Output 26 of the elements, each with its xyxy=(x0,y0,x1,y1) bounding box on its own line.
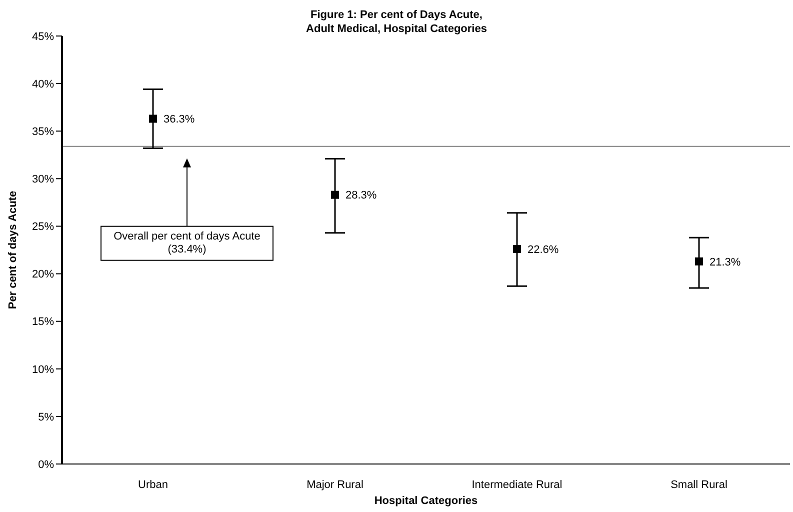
data-label: 36.3% xyxy=(164,114,195,126)
y-tick-label: 30% xyxy=(32,174,54,186)
y-tick-label: 15% xyxy=(32,316,54,328)
y-tick-label: 5% xyxy=(38,411,54,424)
x-tick-label: Small Rural xyxy=(670,478,728,491)
annotation: Overall per cent of days Acute (33.4%) xyxy=(114,230,260,256)
point xyxy=(149,114,157,123)
y-tick-label: 40% xyxy=(32,78,54,90)
point xyxy=(513,245,521,254)
data-label: 21.3% xyxy=(710,256,741,268)
y-tick-label: 45% xyxy=(32,30,54,43)
chart-title: Figure 1: Per cent of Days Acute, Adult Medical, Hospital Categories xyxy=(305,8,488,35)
x-tick-label: Urban xyxy=(138,478,168,491)
y-tick-label: 0% xyxy=(38,458,54,471)
y-tick-label: 35% xyxy=(32,126,54,138)
data-label: 22.6% xyxy=(528,244,559,256)
x-tick-label: Major Rural xyxy=(306,478,364,491)
point xyxy=(695,257,703,266)
y-tick-label: 25% xyxy=(32,221,54,234)
y-axis-title: Per cent of days Acute xyxy=(6,190,19,310)
data-label: 28.3% xyxy=(346,190,377,202)
point xyxy=(331,190,339,199)
x-axis-title: Hospital Categories xyxy=(374,495,478,507)
x-tick-label: Intermediate Rural xyxy=(472,478,562,491)
y-tick-label: 20% xyxy=(32,268,54,281)
y-tick-label: 10% xyxy=(32,364,54,376)
